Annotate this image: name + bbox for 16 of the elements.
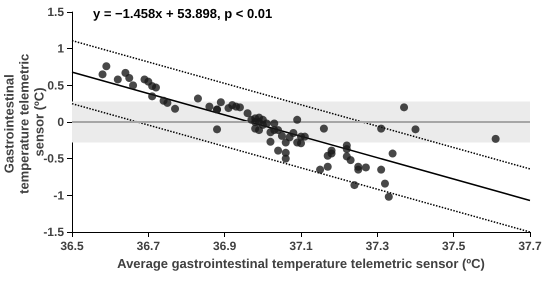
x-tick-label: 37.5: [442, 239, 466, 253]
chart-title: y = −1.458x + 53.898, p < 0.01: [93, 6, 272, 21]
x-tick-label: 37.7: [518, 239, 542, 253]
y-tick-label: -1.5: [43, 225, 64, 239]
y-tick-label: -1: [53, 188, 64, 202]
x-tick-label: 36.5: [60, 239, 84, 253]
x-tick-label: 36.7: [136, 239, 160, 253]
y-tick-label: -0.5: [43, 152, 64, 166]
y-tick-label: 1: [57, 42, 64, 56]
y-tick-label: 0.5: [47, 78, 64, 92]
x-axis-title: Average gastrointestinal temperature telemetric sensor (ºC): [117, 256, 485, 271]
y-tick-label: 1.5: [47, 5, 64, 19]
x-tick-label: 36.9: [212, 239, 237, 253]
x-tick-label: 37.1: [289, 239, 313, 253]
x-tick-label: 37.3: [366, 239, 390, 253]
y-tick-label: 0: [57, 115, 64, 129]
